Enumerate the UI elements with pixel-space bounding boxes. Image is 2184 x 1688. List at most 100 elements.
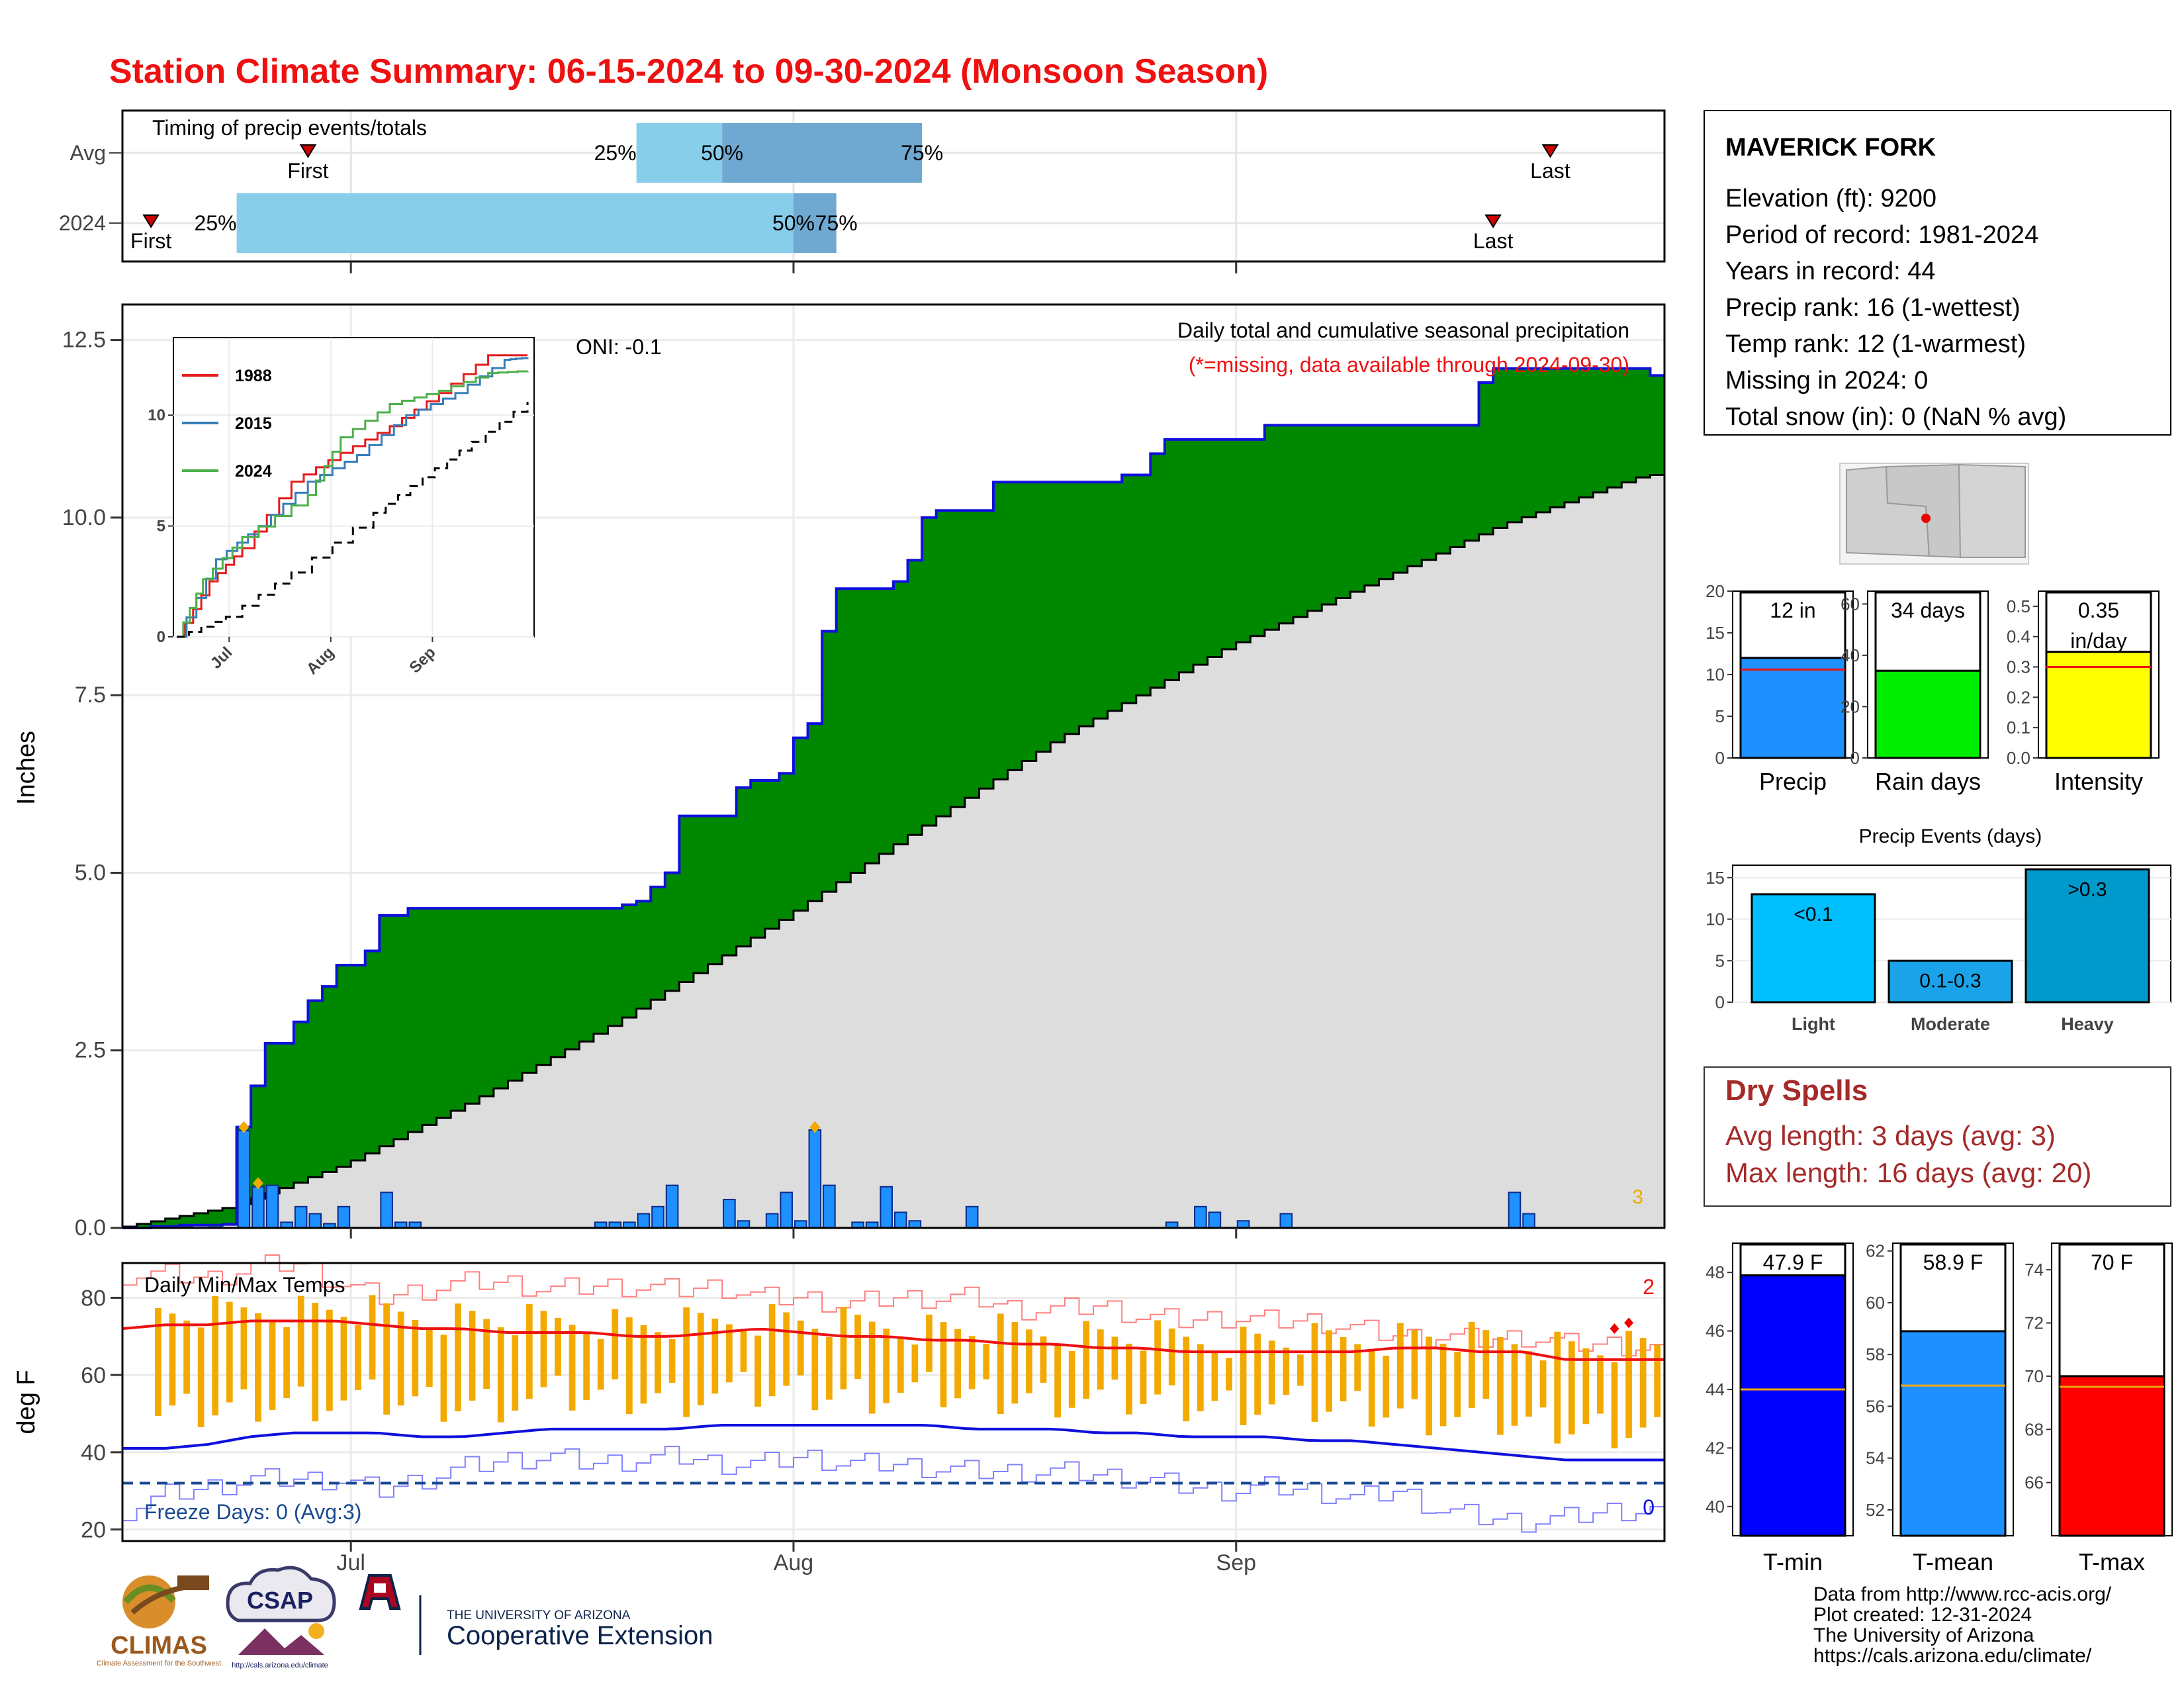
temp-summary-t-mean-tick-label: 52 [1866,1500,1885,1520]
daily-precip-bar [237,1129,251,1229]
daily-precip-bar [894,1211,907,1229]
daily-precip-bar [780,1192,793,1229]
precip-events-category-light: Light [1792,1014,1835,1034]
dry-spells-max: Max length: 16 days (avg: 20) [1725,1157,2091,1188]
footer-line-university: The University of Arizona [1813,1624,2034,1646]
station-line-precip-rank: Precip rank: 16 (1-wettest) [1725,294,2021,322]
timing-label-last: Last [1530,159,1570,183]
precip-events-bar-label-heavy: >0.3 [2068,878,2107,900]
summary-rain-days-label: Rain days [1875,768,1981,795]
timing-marker-last [1541,144,1559,158]
daily-precip-bar [1208,1211,1222,1229]
precip-missing-note: (*=missing, data available through 2024-… [1189,353,1629,377]
daily-precip-bar [880,1186,893,1229]
temp-count-min: 0 [1643,1495,1655,1519]
precip-events-tick-label: 5 [1715,951,1725,970]
daily-precip-bar [294,1205,308,1229]
inset-average-line [177,402,529,638]
temp-y-tick-label: 60 [81,1363,106,1388]
timing-row-label-2024: 2024 [59,211,106,235]
temp-summary-t-max-tick-label: 72 [2025,1313,2044,1333]
summary-intensity-value: 0.35 [2078,598,2119,622]
daily-precip-bar [1194,1205,1207,1229]
csap-logo-url: http://cals.arizona.edu/climate [232,1662,328,1669]
oni-label: ONI: -0.1 [576,335,662,359]
summary-intensity-tick-label: 0.0 [2007,748,2030,768]
timing-bar-25-50 [636,123,723,183]
climas-logo: CLIMAS Climate Assessment for the Southw… [97,1575,221,1667]
station-line-snow: Total snow (in): 0 (NaN % avg) [1725,403,2066,431]
inset-legend-label-2024: 2024 [235,462,272,481]
temp-summary-t-min: 40 42 44 46 48 47.9 F T-min [1706,1243,1854,1575]
daily-precip-bar [908,1220,922,1229]
timing-label-75: 75% [901,141,943,165]
temp-summary-t-min-tick-label: 42 [1706,1438,1725,1458]
daily-precip-bar [723,1199,736,1229]
temp-summary-t-min-remainder [1739,1243,1846,1277]
inset-x-tick-label: Aug [303,643,338,678]
summary-intensity-label: Intensity [2054,768,2143,795]
record-high-marker [1610,1323,1619,1335]
temp-y-tick-label: 80 [81,1286,106,1311]
summary-intensity-value-unit: in/day [2070,629,2126,653]
precip-count-label: 3 [1632,1186,1643,1208]
temp-summary-t-max: 66 68 70 72 74 70 F T-max [2025,1243,2173,1575]
record-max-line [122,1254,1664,1357]
temp-summary-t-mean-tick-label: 54 [1866,1448,1885,1468]
temp-summary-t-mean-remainder [1899,1243,2007,1333]
temp-summary-t-max-tick-label: 70 [2025,1366,2044,1386]
timing-marker-first [142,214,159,228]
daily-precip-bar [1236,1220,1250,1229]
summary-intensity-tick-label: 0.3 [2007,657,2030,677]
precip-events-tick-label: 10 [1706,910,1725,929]
precip-events-category-moderate: Moderate [1911,1014,1990,1034]
summary-intensity-tick-label: 0.1 [2007,718,2030,737]
ua-logo-small-text: THE UNIVERSITY OF ARIZONA [447,1609,631,1622]
precip-panel: Inches 0.0 2.5 5.0 7.5 10.0 12.5 Daily total … [13,303,1666,1241]
station-location-dot [1921,514,1931,523]
inset-y-tick-label: 10 [148,406,165,424]
footer-line-data: Data from http://www.rcc-acis.org/ [1813,1583,2112,1605]
daily-precip-bar [337,1205,351,1229]
summary-rain-days: 0 20 40 60 34 days Rain days [1841,590,1989,795]
precip-events-tick-label: 0 [1715,992,1725,1012]
daily-precip-bar [794,1220,807,1229]
daily-precip-bar [637,1213,651,1229]
daily-precip-bar [965,1205,979,1229]
footer-line-date: Plot created: 12-31-2024 [1813,1604,2032,1626]
temp-summary-t-max-tick-label: 66 [2025,1473,2044,1493]
inset-x-tick-label: Sep [406,643,439,677]
average-min-temp-line [122,1424,1664,1462]
page-title: Station Climate Summary: 06-15-2024 to 0… [109,52,1268,91]
timing-label-50: 50% [772,211,815,235]
summary-rain-days-tick-label: 0 [1850,748,1860,768]
summary-precip-tick-label: 10 [1706,665,1725,684]
footer-credits: Data from http://www.rcc-acis.org/ Plot … [1813,1583,2112,1667]
temp-summary-t-min-tick-label: 48 [1706,1262,1725,1282]
station-name: MAVERICK FORK [1725,134,1936,162]
station-info-box: MAVERICK FORK Elevation (ft): 9200 Perio… [1704,110,2171,436]
timing-label-first: First [130,229,171,253]
timing-panel-title: Timing of precip events/totals [152,116,427,140]
daily-precip-bar [380,1192,393,1229]
summary-precip-tick-label: 0 [1715,748,1725,768]
temp-summary-t-mean-tick-label: 62 [1866,1241,1885,1261]
inset-line-1988 [177,354,528,638]
summary-precip: 0 5 10 15 20 12 in Precip [1706,581,1854,795]
timing-label-25: 25% [594,141,637,165]
inset-x-tick-label: Jul [207,643,236,673]
precip-events-bar-label-light: <0.1 [1794,904,1833,925]
inset-legend-label-1988: 1988 [235,367,272,385]
temp-summary-t-max-bar [2058,1375,2165,1537]
precip-events-bar-moderate [1888,959,2013,1004]
summary-intensity-tick-label: 0.5 [2007,596,2030,616]
summary-precip-tick-label: 5 [1715,706,1725,726]
temp-summary-t-min-bar [1739,1274,1846,1537]
climas-logo-text: CLIMAS [111,1632,207,1660]
temp-summary-t-min-label: T-min [1763,1548,1823,1575]
summary-precip-tick-label: 20 [1706,581,1725,601]
locator-map [1839,463,2029,565]
timing-bar-50-75 [722,123,923,183]
